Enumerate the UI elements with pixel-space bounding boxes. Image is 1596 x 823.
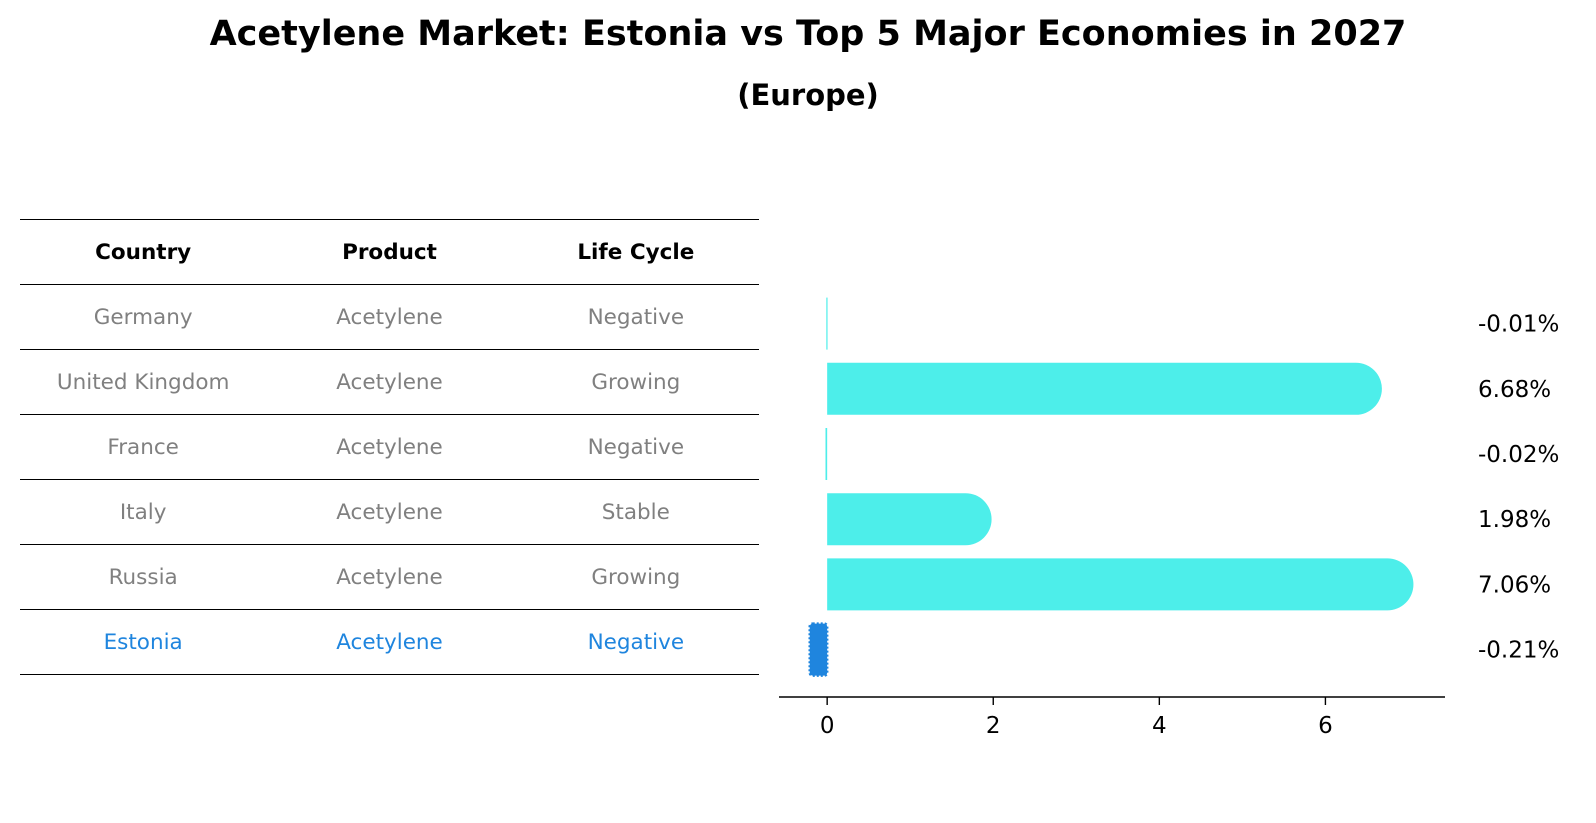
cell-product: Acetylene	[336, 369, 443, 395]
chart-subtitle: (Europe)	[737, 78, 879, 112]
value-label: -0.02%	[1478, 442, 1559, 468]
country-table: Country Product Life Cycle Germany Acety…	[20, 219, 759, 675]
value-label: -0.01%	[1478, 312, 1559, 338]
bar-united-kingdom	[827, 362, 1382, 415]
bar-germany	[826, 297, 828, 350]
value-label: -0.21%	[1478, 638, 1559, 664]
header-product: Product	[342, 239, 437, 265]
header-country: Country	[95, 239, 192, 265]
table-row: United Kingdom Acetylene Growing	[20, 349, 759, 414]
x-tick-label: 6	[1318, 713, 1333, 739]
value-labels-group: -0.01% 6.68% -0.02% 1.98% 7.06% -0.21%	[1478, 312, 1559, 664]
cell-life-cycle: Negative	[587, 434, 685, 460]
cell-country: Estonia	[103, 629, 183, 655]
cell-country: Italy	[119, 499, 167, 525]
cell-life-cycle: Negative	[587, 629, 685, 655]
cell-product: Acetylene	[336, 499, 443, 525]
table-row: Russia Acetylene Growing	[20, 544, 759, 609]
table-row-highlight: Estonia Acetylene Negative	[20, 609, 759, 675]
x-tick-label: 2	[986, 713, 1001, 739]
x-tick-label: 0	[820, 713, 835, 739]
cell-product: Acetylene	[336, 304, 443, 330]
cell-country: France	[107, 434, 179, 460]
x-ticks-group: 0 2 4 6	[820, 697, 1333, 739]
value-label: 1.98%	[1478, 507, 1551, 533]
bar-estonia	[808, 622, 829, 677]
cell-product: Acetylene	[336, 629, 443, 655]
bar-italy	[827, 493, 992, 546]
value-label: 6.68%	[1478, 377, 1551, 403]
cell-life-cycle: Stable	[601, 499, 670, 525]
table-row: France Acetylene Negative	[20, 414, 759, 479]
table-header-row: Country Product Life Cycle	[20, 219, 759, 284]
value-label: 7.06%	[1478, 572, 1551, 598]
bar-russia	[827, 558, 1414, 611]
cell-product: Acetylene	[336, 564, 443, 590]
cell-country: United Kingdom	[56, 369, 230, 395]
bar-france	[825, 428, 828, 480]
header-life-cycle: Life Cycle	[577, 239, 695, 265]
bars-group	[808, 297, 1414, 677]
cell-country: Germany	[93, 304, 193, 330]
cell-product: Acetylene	[336, 434, 443, 460]
cell-life-cycle: Growing	[591, 564, 681, 590]
cell-country: Russia	[108, 564, 178, 590]
table-row: Germany Acetylene Negative	[20, 284, 759, 349]
table-row: Italy Acetylene Stable	[20, 479, 759, 544]
x-tick-label: 4	[1152, 713, 1167, 739]
cell-life-cycle: Growing	[591, 369, 681, 395]
cell-life-cycle: Negative	[587, 304, 685, 330]
chart-title: Acetylene Market: Estonia vs Top 5 Major…	[209, 14, 1407, 54]
